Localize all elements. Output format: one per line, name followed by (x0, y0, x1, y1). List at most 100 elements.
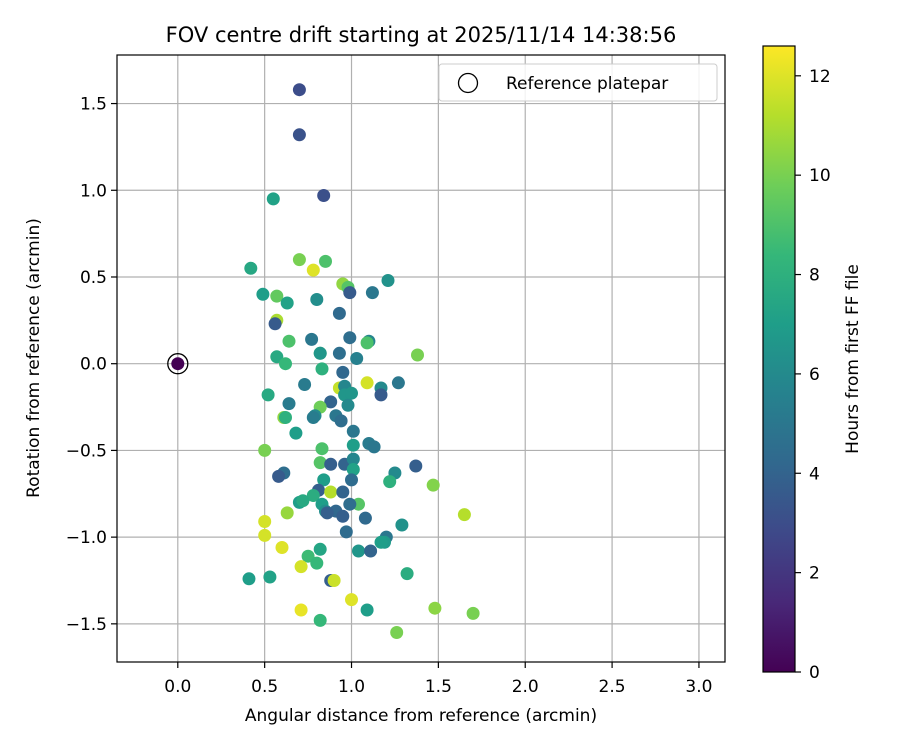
data-point (346, 463, 360, 476)
legend-label-reference-platepar: Reference platepar (506, 74, 668, 94)
data-point (298, 378, 312, 391)
data-point (242, 572, 256, 586)
data-point (310, 556, 324, 570)
data-point (324, 395, 338, 409)
data-point (346, 424, 360, 438)
data-point (313, 456, 327, 470)
data-point (280, 506, 294, 520)
data-point (346, 452, 360, 466)
data-point (272, 469, 286, 483)
data-point (258, 515, 272, 528)
data-point (317, 189, 331, 202)
data-point (339, 525, 353, 539)
data-point (313, 346, 327, 360)
data-point (411, 348, 424, 362)
y-tick-label: 0.0 (80, 355, 107, 375)
data-point (263, 570, 277, 584)
data-point (268, 317, 282, 331)
data-point (270, 289, 284, 303)
data-point (317, 473, 331, 487)
data-point (364, 544, 378, 558)
data-point (313, 613, 327, 627)
reference-ring (167, 353, 189, 375)
data-point (336, 485, 350, 499)
data-point (294, 560, 308, 574)
colorbar-tick-label: 0 (809, 663, 820, 683)
data-point (313, 542, 327, 556)
reference-marker (167, 353, 189, 375)
data-point (336, 365, 350, 379)
data-point (343, 286, 357, 300)
colorbar (762, 45, 796, 673)
data-point (292, 83, 306, 97)
data-point (324, 485, 338, 499)
data-point (391, 376, 405, 390)
data-point (319, 254, 332, 268)
data-point (244, 261, 258, 275)
y-tick-label: 1.0 (80, 181, 107, 201)
data-point (327, 574, 341, 587)
data-point (292, 253, 306, 267)
data-point (374, 535, 388, 549)
data-point (345, 473, 358, 487)
data-point (336, 509, 350, 523)
y-tick-label: −0.5 (66, 441, 107, 461)
data-point (320, 506, 334, 520)
colorbar-ticks: 0 2 4 6 8 10 12 (795, 67, 831, 683)
data-point (341, 398, 355, 412)
data-point (258, 528, 272, 542)
data-point (261, 388, 275, 402)
data-point (332, 346, 346, 360)
colorbar-tick-label: 6 (809, 365, 820, 385)
colorbar-tick-label: 4 (809, 464, 820, 484)
data-point (256, 287, 270, 301)
data-point (367, 440, 381, 454)
y-tick-label: 1.5 (80, 95, 107, 115)
data-point (315, 362, 329, 376)
data-point (332, 306, 346, 320)
scatter-points (242, 83, 480, 639)
data-point (289, 426, 303, 440)
x-tick-label: 3.0 (685, 677, 712, 697)
data-point (315, 442, 329, 456)
data-point (345, 593, 358, 607)
y-tick-label: 0.5 (80, 268, 107, 288)
data-point (258, 443, 272, 457)
data-point (360, 603, 374, 617)
y-axis-label: Rotation from reference (arcmin) (24, 218, 44, 498)
colorbar-tick-label: 12 (809, 67, 831, 87)
data-point (334, 414, 348, 428)
data-point (346, 438, 360, 452)
data-point (266, 192, 280, 206)
x-tick-label: 2.5 (599, 677, 626, 697)
data-point (360, 376, 374, 390)
data-point (306, 263, 320, 277)
data-point (352, 544, 365, 558)
x-axis-label: Angular distance from reference (arcmin) (245, 706, 597, 726)
data-point (296, 494, 310, 508)
x-tick-label: 0.5 (251, 677, 278, 697)
y-tick-label: −1.0 (66, 528, 107, 548)
data-point (358, 511, 372, 525)
data-point (279, 411, 292, 424)
data-point (301, 549, 315, 563)
data-point (280, 296, 294, 310)
data-point (360, 336, 374, 350)
legend-box (438, 63, 718, 102)
data-point (282, 334, 296, 348)
colorbar-tick-label: 10 (809, 166, 831, 186)
data-point (400, 567, 414, 581)
data-point (324, 457, 338, 471)
plot-frame (116, 54, 726, 663)
data-point (292, 128, 306, 142)
data-point (306, 411, 320, 424)
data-point (466, 606, 480, 620)
data-point (390, 626, 404, 639)
y-tick-label: −1.5 (66, 615, 107, 635)
data-point (395, 518, 409, 532)
data-point (350, 352, 364, 365)
data-point (270, 350, 284, 364)
data-point (381, 274, 395, 287)
chart-title: FOV centre drift starting at 2025/11/14 … (166, 23, 677, 47)
x-tick-label: 1.5 (425, 677, 452, 697)
